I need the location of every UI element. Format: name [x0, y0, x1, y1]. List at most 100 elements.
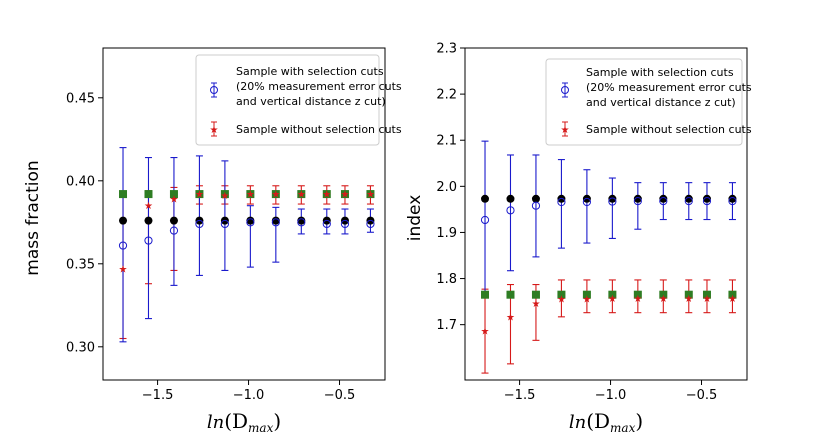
right-xlabel-sub: max — [610, 421, 636, 435]
left-legend-box — [195, 54, 380, 146]
left-point-without-cuts: ★ — [297, 190, 306, 201]
left-square-point — [297, 190, 306, 199]
left-square-point — [220, 190, 229, 199]
right-black-point — [633, 194, 642, 203]
right-errorbar-with-cuts — [608, 177, 616, 239]
right-legend-marker-without-cuts: ★ — [561, 121, 570, 137]
right-square-point — [659, 290, 668, 299]
left-point-with-cuts — [195, 219, 204, 229]
right-square-point — [684, 290, 693, 299]
right-point-without-cuts: ★ — [702, 294, 711, 305]
right-y-tick-label: 1.7 — [436, 318, 457, 333]
left-ticks: −1.5 −1.0 −0.5 0.30 0.35 0.40 0.45 — [66, 91, 355, 403]
left-point-with-cuts — [118, 241, 128, 250]
right-panel: ★ ★ ★ ★ ★ ★ ★ ★ ★ ★ ★ −1.5 −1.0 −0.5 1.7 1.8 1.9 2.0 2.1 2… — [405, 42, 752, 436]
right-legend-label-with-cuts-1: Sample with selection cuts — [586, 66, 734, 79]
right-legend-marker-with-cuts — [561, 82, 569, 98]
right-point-with-cuts — [728, 196, 737, 206]
left-legend-marker-without-cuts: ★ — [210, 121, 219, 137]
right-y-tick-label: 2.1 — [436, 134, 457, 149]
right-x-tick-label: −0.5 — [686, 388, 718, 403]
right-xlabel-open: (D — [586, 409, 610, 433]
left-square-point — [119, 190, 128, 199]
left-y-tick-label: 0.35 — [66, 257, 95, 272]
right-square-point — [582, 290, 591, 299]
left-plot-marks: ★ ★ ★ ★ ★ ★ ★ ★ ★ ★ ★ — [118, 147, 375, 343]
right-point-with-cuts — [506, 206, 515, 215]
right-point-with-cuts — [582, 197, 591, 207]
left-point-with-cuts — [220, 219, 229, 229]
right-square-point — [728, 290, 737, 299]
left-y-tick-label: 0.45 — [66, 91, 95, 106]
right-square-point — [481, 290, 490, 299]
left-xlabel-close: ) — [273, 409, 281, 433]
left-square-point — [195, 190, 204, 199]
left-point-with-cuts — [246, 218, 255, 227]
left-point-without-cuts: ★ — [169, 195, 178, 206]
right-legend-label-with-cuts-2: (20% measurement error cuts — [586, 81, 752, 94]
right-point-without-cuts: ★ — [557, 294, 566, 305]
right-point-with-cuts — [557, 197, 566, 207]
right-y-tick-label: 2.3 — [436, 42, 457, 57]
left-errorbar-with-cuts — [119, 147, 127, 343]
left-black-point — [169, 216, 178, 225]
left-legend-label-with-cuts-2: (20% measurement error cuts — [236, 80, 402, 93]
left-x-tick-label: −1.0 — [233, 388, 265, 403]
right-y-tick-label: 1.8 — [436, 272, 457, 287]
left-point-with-cuts — [297, 218, 306, 227]
right-legend-label-without-cuts: Sample without selection cuts — [586, 123, 752, 136]
left-errorbar-with-cuts — [195, 155, 203, 276]
right-black-point — [684, 194, 693, 203]
left-y-tick-label: 0.40 — [66, 174, 95, 189]
right-point-without-cuts: ★ — [659, 294, 668, 305]
right-point-with-cuts — [608, 197, 617, 206]
right-legend-box — [545, 58, 743, 146]
left-square-point — [246, 190, 255, 199]
right-xlabel-base: ln — [569, 412, 586, 433]
right-square-point — [608, 290, 617, 299]
left-errorbar-with-cuts — [246, 205, 254, 268]
right-errorbar-with-cuts — [532, 154, 540, 258]
right-point-without-cuts: ★ — [684, 294, 693, 305]
right-point-with-cuts — [659, 196, 668, 206]
right-errorbar-with-cuts — [583, 169, 591, 244]
left-black-point — [144, 216, 153, 225]
left-errorbar-with-cuts — [272, 206, 280, 263]
left-legend-label-with-cuts-1: Sample with selection cuts — [236, 65, 384, 78]
right-plot-marks: ★ ★ ★ ★ ★ ★ ★ ★ ★ ★ ★ — [481, 140, 737, 374]
right-point-without-cuts: ★ — [728, 294, 737, 305]
right-point-with-cuts — [684, 196, 693, 206]
right-legend-label-with-cuts-3: and vertical distance z cut) — [586, 96, 736, 109]
left-legend-marker-with-cuts — [210, 82, 218, 98]
left-errorbar-with-cuts — [144, 157, 152, 320]
left-point-with-cuts — [322, 219, 331, 229]
right-x-tick-label: −1.0 — [595, 388, 627, 403]
left-black-point — [271, 216, 280, 225]
left-ylabel: mass fraction — [23, 160, 43, 275]
left-square-point — [340, 190, 349, 199]
right-xlabel: ln(Dmax) — [569, 409, 643, 435]
right-errorbar-with-cuts — [506, 154, 514, 272]
left-legend-label-with-cuts-3: and vertical distance z cut) — [236, 95, 386, 108]
left-xlabel: ln(Dmax) — [207, 409, 281, 435]
left-square-point — [322, 190, 331, 199]
right-square-point — [506, 290, 515, 299]
left-xlabel-base: ln — [207, 412, 224, 433]
left-square-point — [169, 190, 178, 199]
left-legend-label-without-cuts: Sample without selection cuts — [236, 123, 402, 136]
right-point-without-cuts: ★ — [531, 299, 540, 310]
left-square-point — [144, 190, 153, 199]
left-point-without-cuts: ★ — [271, 190, 280, 201]
right-x-tick-label: −1.5 — [504, 388, 536, 403]
right-errorbar-with-cuts — [557, 159, 565, 249]
right-y-tick-label: 2.2 — [436, 88, 457, 103]
left-square-point — [366, 190, 375, 199]
left-point-without-cuts: ★ — [246, 190, 255, 201]
left-x-tick-label: −0.5 — [324, 388, 356, 403]
right-y-tick-label: 1.9 — [436, 226, 457, 241]
right-point-with-cuts — [702, 196, 712, 206]
right-point-with-cuts — [531, 201, 541, 210]
right-point-without-cuts: ★ — [481, 327, 490, 338]
left-legend: Sample with selection cuts (20% measurem… — [195, 54, 402, 146]
left-black-point — [246, 216, 255, 225]
